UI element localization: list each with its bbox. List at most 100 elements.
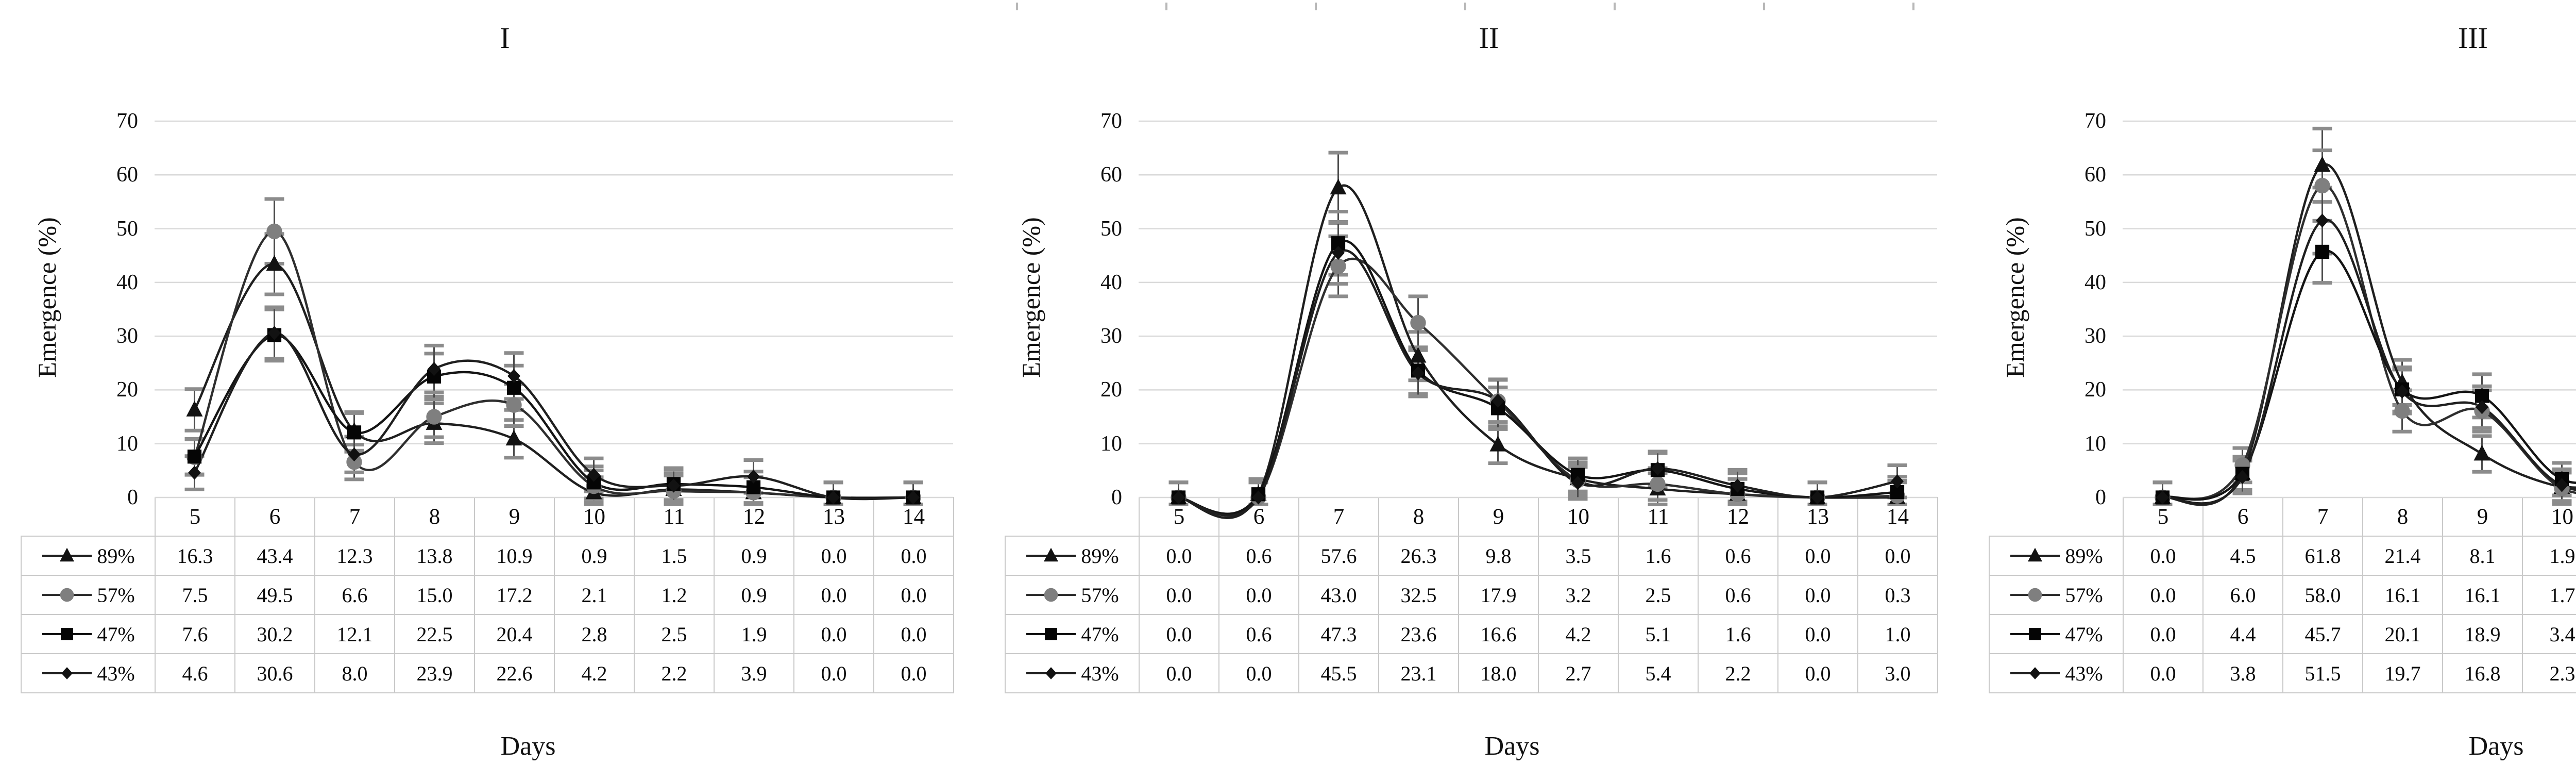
value-cell: 6.6 [314,575,395,615]
y-tick-label: 10 [2084,431,2106,456]
error-bar [1408,348,1428,398]
value-cell: 1.0 [1857,614,1938,654]
value-cell: 17.9 [1458,575,1539,615]
error-bar [264,197,284,266]
value-cell: 21.4 [2362,536,2443,576]
error-bar [424,343,444,394]
table-row: 89%0.04.561.821.48.11.91.10.50.00.6 [1989,536,2576,576]
error-bar [504,351,524,401]
value-cell: 15.0 [394,575,475,615]
value-cell: 12.1 [314,614,395,654]
legend-cell: 57% [1005,575,1140,615]
error-bar [2552,461,2572,497]
square-marker-icon [1490,401,1505,416]
value-cell: 2.7 [1538,653,1619,693]
value-cell: 18.0 [1458,653,1539,693]
value-cell: 1.9 [714,614,794,654]
value-cell: 43.0 [1298,575,1379,615]
series-line [193,331,913,501]
value-cell: 3.8 [2202,653,2283,693]
series-label: 43% [2065,661,2103,685]
y-tick-label: 70 [116,109,138,133]
day-header-cell: 10 [1538,497,1619,537]
series-label: 57% [1081,583,1119,607]
error-bar [2472,388,2492,434]
table-row: 47% 0.0 0.6 47.3 23.6 16.6 4.2 5.1 1.6 0.0 1.0 [1005,614,1938,654]
legend-cell: 47% [1005,614,1140,654]
value-cell: 0.6 [1218,614,1299,654]
circle-marker-icon [2474,403,2490,419]
value-cell: 2.2 [634,653,715,693]
legend-key-icon [2010,667,2060,679]
value-cell: 45.5 [1298,653,1379,693]
value-cell: 0.6 [1698,575,1778,615]
y-tick-label: 50 [2084,217,2106,241]
diamond-marker-icon [61,667,73,679]
diamond-marker-icon [2476,400,2488,414]
day-header-cell: 7 [314,497,395,537]
error-bar [504,363,524,412]
triangle-marker-icon [60,547,75,562]
x-axis-label: Days [500,732,556,761]
value-cell: 23.9 [394,653,475,693]
day-header-cell: 9 [2442,497,2523,537]
day-header-cell: 11 [634,497,715,537]
circle-marker-icon [2314,177,2330,194]
table-row: 43%0.03.851.519.716.82.35.00.60.00.3 [1989,653,2576,693]
table-row: 57% 0.0 0.0 43.0 32.5 17.9 3.2 2.5 0.6 0.0 0.3 [1005,575,1938,615]
error-bar [184,437,205,476]
triangle-marker-icon [2234,464,2251,480]
circle-marker-icon [1570,472,1586,488]
circle-marker-icon [266,223,282,239]
value-cell: 16.3 [155,536,235,576]
panel-one: I Emergence (%) 0 10 20 30 40 50 60 70 5 6 7 8 9 10 1… [0,0,984,781]
error-bar [1887,463,1907,500]
error-bar [664,466,684,502]
legend-cell: 43% [1005,653,1140,693]
square-marker-icon [586,475,601,490]
error-bar [2472,372,2492,420]
x-axis-label: Days [1484,732,1540,761]
error-bar [344,442,364,481]
series-label: 89% [97,544,135,568]
error-bar [2312,186,2332,256]
y-tick-label: 70 [2084,109,2106,133]
y-tick-label: 20 [1100,378,1122,402]
series-label: 89% [1081,544,1119,568]
circle-marker-icon [2554,480,2570,496]
value-cell: 0.0 [1777,575,1858,615]
value-cell: 16.1 [2442,575,2523,615]
value-cell: 0.0 [1139,653,1219,693]
y-tick-label: 20 [2084,378,2106,402]
square-marker-icon [1570,468,1585,482]
error-bar [2552,467,2572,503]
triangle-marker-icon [505,429,522,446]
value-cell: 26.3 [1378,536,1459,576]
value-cell: 7.5 [155,575,235,615]
table-row: 43% 0.0 0.0 45.5 23.1 18.0 2.7 5.4 2.2 0.0 3.0 [1005,653,1938,693]
square-marker-icon [1411,363,1426,378]
ruler-tick [1763,3,1765,10]
diamond-marker-icon [2316,213,2329,228]
day-header-cell: 8 [2362,497,2443,537]
ruler-tick [1912,3,1914,10]
circle-marker-icon [586,478,602,494]
table-row: 89% 0.0 0.6 57.6 26.3 9.8 3.5 1.6 0.6 0.0 0.0 [1005,536,1938,576]
circle-marker-icon [1330,258,1346,274]
value-cell: 32.5 [1378,575,1459,615]
error-bar [584,464,604,501]
value-cell: 1.5 [634,536,715,576]
value-cell: 0.0 [1139,536,1219,576]
table-row: 47% 7.6 30.2 12.1 22.5 20.4 2.8 2.5 1.9 0.0 0.0 [21,614,954,654]
value-cell: 1.6 [1618,536,1699,576]
triangle-marker-icon [346,422,363,438]
triangle-marker-icon [2028,547,2043,562]
error-bar [1568,465,1588,501]
error-bar [2472,434,2492,474]
value-cell: 0.0 [873,614,954,654]
error-bar [344,411,364,454]
value-cell: 3.5 [1538,536,1619,576]
legend-key-icon [2010,547,2060,562]
diamond-marker-icon [188,466,201,480]
